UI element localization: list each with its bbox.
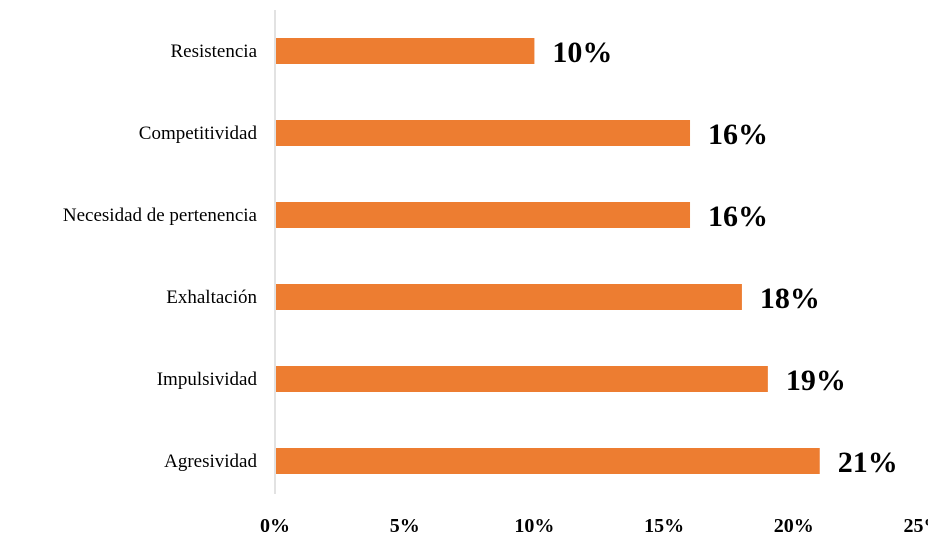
data-label: 16% <box>708 200 768 233</box>
category-label: Exhaltación <box>166 287 257 308</box>
category-labels-layer: Resistencia Competitividad Necesidad de pe… <box>63 41 258 472</box>
data-label: 16% <box>708 118 768 151</box>
category-label: Agresividad <box>164 451 257 472</box>
bar <box>276 202 690 228</box>
category-label: Competitividad <box>139 123 258 144</box>
data-labels-layer: 10% 16% 16% 18% 19% 21% <box>552 36 897 479</box>
data-label: 19% <box>786 364 846 397</box>
bar <box>276 120 690 146</box>
category-label: Resistencia <box>170 41 257 62</box>
data-label: 10% <box>552 36 612 69</box>
data-label: 18% <box>760 282 820 315</box>
bar <box>276 448 820 474</box>
bar <box>276 366 768 392</box>
x-tick-label: 10% <box>514 515 554 537</box>
x-tick-label: 5% <box>390 515 420 537</box>
x-tick-labels-layer: 0% 5% 10% 15% 20% 25% <box>260 515 928 537</box>
bars-layer <box>276 38 820 474</box>
bar <box>276 284 742 310</box>
x-tick-label: 0% <box>260 515 290 537</box>
category-label: Impulsividad <box>157 369 258 390</box>
x-tick-label: 20% <box>774 515 814 537</box>
category-label: Necesidad de pertenencia <box>63 205 258 226</box>
x-tick-label: 15% <box>644 515 684 537</box>
data-label: 21% <box>838 446 898 479</box>
bar <box>276 38 534 64</box>
x-tick-label: 25% <box>904 515 928 537</box>
